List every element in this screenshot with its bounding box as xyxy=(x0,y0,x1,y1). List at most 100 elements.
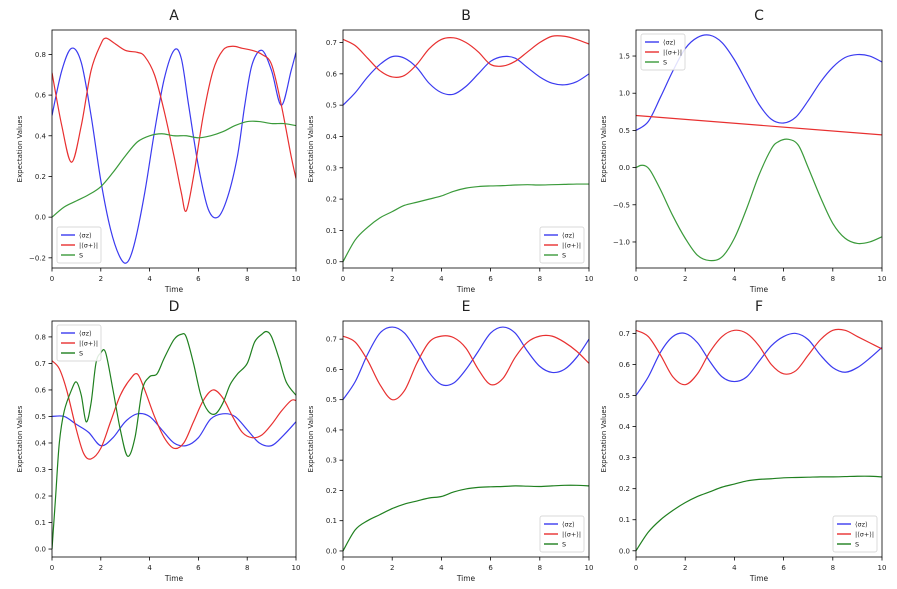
legend-label: S xyxy=(663,59,667,67)
legend-label: ⟨σz⟩ xyxy=(79,232,92,240)
legend-label: S xyxy=(79,252,83,260)
y-tick-label: 0.0 xyxy=(619,164,630,172)
series-line-1 xyxy=(343,334,589,401)
chart-title: F xyxy=(755,299,763,315)
x-tick-label: 4 xyxy=(147,564,152,572)
series-line-0 xyxy=(52,412,296,447)
legend-box xyxy=(56,324,102,362)
series-line-0 xyxy=(343,55,589,106)
x-tick-label: 4 xyxy=(439,275,444,283)
plot-frame xyxy=(342,320,590,558)
y-tick-label: 1.0 xyxy=(619,90,630,98)
y-tick-label: 0.6 xyxy=(326,70,338,78)
legend-label: |⟨σ+⟩| xyxy=(855,531,874,539)
legend-label: |⟨σ+⟩| xyxy=(562,531,581,539)
x-tick-label: 0 xyxy=(634,564,638,572)
y-tick-label: 0.2 xyxy=(326,487,337,495)
x-axis-label: Time xyxy=(456,285,476,294)
x-tick-label: 6 xyxy=(196,275,201,283)
chart-panel-d: D 0 2 4 6 8 10 0.0 0.1 0.2 0.3 0.4 0.5 0.6 0.7 0.8 Time E… xyxy=(16,299,300,583)
plot-frame xyxy=(51,320,297,558)
legend-box xyxy=(56,226,102,264)
y-tick-label: −0.2 xyxy=(29,254,46,262)
y-tick-label: 0.5 xyxy=(619,392,630,400)
series-line-1 xyxy=(343,35,589,78)
legend-box xyxy=(640,33,686,71)
series-line-2 xyxy=(343,183,589,263)
y-tick-label: 0.8 xyxy=(35,51,46,59)
legend-label: ⟨σz⟩ xyxy=(562,232,575,240)
y-tick-label: 0.3 xyxy=(619,454,630,462)
x-tick-label: 8 xyxy=(245,564,249,572)
legend-box xyxy=(539,515,585,553)
y-tick-label: 0.6 xyxy=(326,366,338,374)
x-tick-label: 6 xyxy=(488,564,493,572)
y-tick-label: 0.2 xyxy=(35,173,46,181)
y-tick-label: 0.3 xyxy=(326,164,337,172)
x-tick-label: 2 xyxy=(683,275,687,283)
chart-title: D xyxy=(169,299,180,315)
x-tick-label: 2 xyxy=(390,564,394,572)
legend: ⟨σz⟩ |⟨σ+⟩| S xyxy=(539,515,585,553)
legend-label: |⟨σ+⟩| xyxy=(663,49,682,57)
chart-panel-f: F 0 2 4 6 8 10 0.0 0.1 0.2 0.3 0.4 0.5 0.6 0.7 Time Expe… xyxy=(600,299,886,583)
y-tick-label: 0.8 xyxy=(35,333,46,341)
series-line-2 xyxy=(52,120,296,218)
y-tick-label: 0.0 xyxy=(35,214,46,222)
x-tick-label: 6 xyxy=(781,564,786,572)
x-tick-label: 8 xyxy=(245,275,249,283)
y-tick-label: 0.0 xyxy=(619,547,630,555)
legend-label: S xyxy=(79,350,83,358)
legend: ⟨σz⟩ |⟨σ+⟩| S xyxy=(640,33,686,71)
legend-label: ⟨σz⟩ xyxy=(663,39,676,47)
y-tick-label: 0.4 xyxy=(619,423,631,431)
legend-box xyxy=(539,226,585,264)
x-axis-label: Time xyxy=(456,574,476,583)
y-tick-label: 0.4 xyxy=(326,133,338,141)
x-tick-label: 4 xyxy=(732,564,737,572)
y-tick-label: 0.1 xyxy=(35,519,46,527)
legend-label: |⟨σ+⟩| xyxy=(79,242,98,250)
y-tick-label: 1.5 xyxy=(619,53,630,61)
y-tick-label: 0.1 xyxy=(619,516,630,524)
x-tick-label: 8 xyxy=(831,564,835,572)
series-line-1 xyxy=(52,360,296,460)
series-line-1 xyxy=(636,114,882,136)
y-tick-label: 0.5 xyxy=(35,413,46,421)
x-tick-label: 4 xyxy=(439,564,444,572)
x-tick-label: 2 xyxy=(99,275,103,283)
y-tick-label: 0.7 xyxy=(619,330,630,338)
x-tick-label: 8 xyxy=(538,275,542,283)
x-tick-label: 0 xyxy=(341,564,345,572)
chart-panel-b: B 0 2 4 6 8 10 0.0 0.1 0.2 0.3 0.4 0.5 0.6 0.7 Time Expe… xyxy=(307,8,593,294)
y-tick-label: −1.0 xyxy=(613,238,630,246)
x-tick-label: 8 xyxy=(831,275,835,283)
x-tick-label: 0 xyxy=(634,275,638,283)
chart-title: A xyxy=(169,8,179,24)
x-tick-label: 6 xyxy=(781,275,786,283)
y-tick-label: 0.6 xyxy=(35,386,47,394)
x-tick-label: 6 xyxy=(196,564,201,572)
y-tick-label: 0.0 xyxy=(326,547,337,555)
series-line-0 xyxy=(52,47,296,264)
x-tick-label: 10 xyxy=(292,275,301,283)
y-tick-label: 0.0 xyxy=(326,258,337,266)
legend-label: S xyxy=(562,252,566,260)
x-tick-label: 0 xyxy=(341,275,345,283)
x-axis-label: Time xyxy=(164,574,184,583)
chart-panel-a: A 0 2 4 6 8 10 −0.2 0.0 0.2 0.4 0.6 0.8 Time Expectati… xyxy=(16,8,300,294)
y-axis-label: Expectation Values xyxy=(16,115,24,182)
y-axis-label: Expectation Values xyxy=(600,405,608,472)
x-tick-label: 10 xyxy=(878,275,887,283)
y-axis-label: Expectation Values xyxy=(16,405,24,472)
y-tick-label: 0.5 xyxy=(619,127,630,135)
plot-frame xyxy=(635,29,883,269)
x-tick-label: 10 xyxy=(585,564,594,572)
legend-label: |⟨σ+⟩| xyxy=(79,340,98,348)
y-tick-label: 0.1 xyxy=(326,227,337,235)
x-tick-label: 4 xyxy=(147,275,152,283)
x-axis-label: Time xyxy=(749,574,769,583)
plot-frame xyxy=(342,29,590,269)
